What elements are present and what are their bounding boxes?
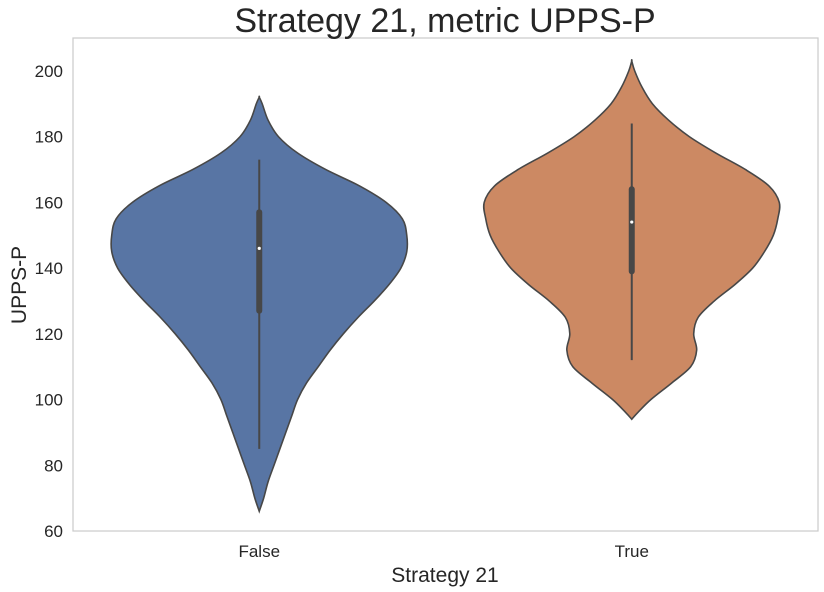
y-tick-label: 160	[35, 193, 63, 212]
y-tick-label: 140	[35, 259, 63, 278]
y-tick-label: 180	[35, 128, 63, 147]
y-tick-label: 200	[35, 62, 63, 81]
median-point	[630, 220, 634, 224]
x-axis-label: Strategy 21	[391, 564, 498, 587]
chart-title: Strategy 21, metric UPPS-P	[234, 2, 655, 40]
y-tick-label: 80	[44, 456, 63, 475]
y-tick-label: 120	[35, 325, 63, 344]
median-point	[257, 246, 261, 250]
violins	[110, 58, 781, 514]
y-axis-label: UPPS-P	[8, 246, 31, 324]
y-axis-ticks: 60 80 100 120 140 160 180 200	[35, 62, 63, 541]
y-tick-label: 100	[35, 391, 63, 410]
x-tick-label: True	[615, 542, 649, 561]
x-tick-label: False	[238, 542, 280, 561]
x-axis-ticks: False True	[238, 542, 648, 561]
y-tick-label: 60	[44, 522, 63, 541]
